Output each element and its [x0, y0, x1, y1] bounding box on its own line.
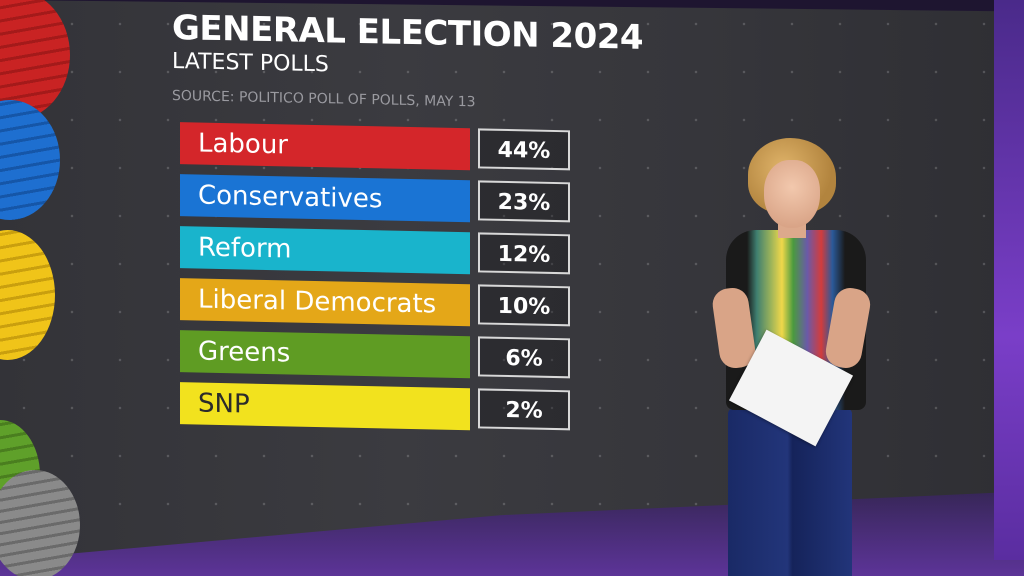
party-value: 10%: [478, 284, 570, 327]
party-bar: Labour: [180, 122, 470, 171]
grey-decoration-shape: [0, 470, 80, 576]
presenter: [710, 138, 882, 576]
party-row-greens: Greens 6%: [172, 330, 582, 383]
graphic-source: SOURCE: POLITICO POLL OF POLLS, MAY 13: [172, 88, 476, 111]
party-rows: Labour 44% Conservatives 23% Reform 12% …: [172, 122, 582, 435]
party-row-liberal-democrats: Liberal Democrats 10%: [172, 278, 582, 331]
party-value: 6%: [478, 336, 570, 379]
purple-wall-edge: [994, 0, 1024, 560]
party-bar: Liberal Democrats: [180, 278, 470, 327]
party-value: 2%: [478, 388, 570, 431]
party-value: 23%: [478, 180, 570, 223]
party-row-conservatives: Conservatives 23%: [172, 174, 582, 227]
party-bar: SNP: [180, 382, 470, 431]
party-bar: Reform: [180, 226, 470, 275]
party-value: 12%: [478, 232, 570, 275]
party-bar: Conservatives: [180, 174, 470, 223]
presenter-trousers: [728, 408, 852, 576]
party-value: 44%: [478, 128, 570, 171]
presenter-face: [764, 160, 820, 228]
party-bar: Greens: [180, 330, 470, 379]
party-row-snp: SNP 2%: [172, 382, 582, 435]
party-row-labour: Labour 44%: [172, 122, 582, 175]
poll-graphic: GENERAL ELECTION 2024 LATEST POLLS SOURC…: [172, 8, 643, 443]
party-row-reform: Reform 12%: [172, 226, 582, 279]
